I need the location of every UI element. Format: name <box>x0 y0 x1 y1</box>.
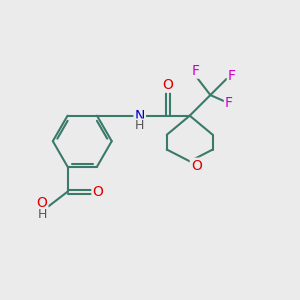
Text: H: H <box>37 208 46 221</box>
Text: O: O <box>162 78 173 92</box>
Text: N: N <box>134 109 145 123</box>
Text: F: F <box>192 64 200 78</box>
Text: F: F <box>228 69 236 83</box>
Text: H: H <box>135 119 144 133</box>
Text: O: O <box>191 159 202 173</box>
Text: F: F <box>225 96 233 110</box>
Text: O: O <box>37 196 47 211</box>
Text: O: O <box>92 185 103 199</box>
